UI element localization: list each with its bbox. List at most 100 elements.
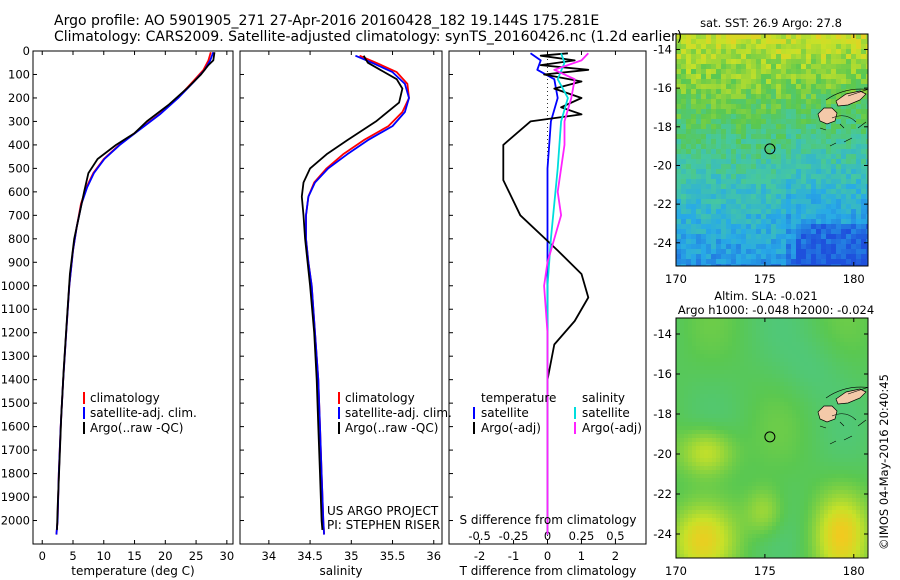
heatmap-cell: [784, 394, 789, 399]
heatmap-cell: [751, 169, 757, 175]
heatmap-cell: [756, 109, 762, 115]
heatmap-cell: [856, 64, 862, 70]
heatmap-cell: [712, 330, 717, 335]
heatmap-cell: [832, 510, 837, 515]
heatmap-cell: [840, 330, 845, 335]
heatmap-cell: [801, 259, 807, 265]
heatmap-cell: [861, 244, 867, 250]
heatmap-cell: [800, 530, 805, 535]
heatmap-cell: [700, 386, 705, 391]
heatmap-cell: [836, 550, 841, 555]
heatmap-cell: [820, 542, 825, 547]
heatmap-cell: [746, 39, 752, 45]
heatmap-cell: [731, 74, 737, 80]
heatmap-cell: [761, 144, 767, 150]
heatmap-cell: [724, 338, 729, 343]
heatmap-cell: [771, 224, 777, 230]
heatmap-cell: [736, 434, 741, 439]
heatmap-cell: [691, 134, 697, 140]
heatmap-cell: [676, 44, 682, 50]
heatmap-cell: [756, 514, 761, 519]
heatmap-cell: [736, 34, 742, 40]
heatmap-cell: [831, 259, 837, 265]
heatmap-cell: [796, 318, 801, 323]
heatmap-cell: [856, 414, 861, 419]
heatmap-cell: [864, 326, 868, 331]
heatmap-cell: [708, 470, 713, 475]
x-tick-label: 25: [189, 549, 204, 563]
heatmap-cell: [832, 554, 837, 558]
heatmap-cell: [708, 490, 713, 495]
heatmap-cell: [704, 394, 709, 399]
legend-label-argo: Argo(..raw -QC): [345, 421, 438, 435]
heatmap-cell: [744, 366, 749, 371]
heatmap-cell: [716, 104, 722, 110]
heatmap-cell: [844, 542, 849, 547]
heatmap-cell: [676, 199, 682, 205]
heatmap-cell: [704, 398, 709, 403]
heatmap-cell: [691, 154, 697, 160]
heatmap-cell: [696, 382, 701, 387]
heatmap-cell: [772, 326, 777, 331]
heatmap-cell: [856, 454, 861, 459]
heatmap-cell: [788, 382, 793, 387]
heatmap-cell: [768, 434, 773, 439]
heatmap-cell: [711, 39, 717, 45]
heatmap-cell: [712, 318, 717, 323]
heatmap-cell: [812, 438, 817, 443]
heatmap-cell: [676, 322, 681, 327]
heatmap-cell: [712, 434, 717, 439]
heatmap-cell: [736, 254, 742, 260]
heatmap-cell: [736, 538, 741, 543]
heatmap-cell: [811, 169, 817, 175]
heatmap-cell: [706, 179, 712, 185]
heatmap-cell: [784, 430, 789, 435]
heatmap-cell: [700, 326, 705, 331]
heatmap-cell: [812, 442, 817, 447]
heatmap-cell: [808, 394, 813, 399]
heatmap-cell: [812, 322, 817, 327]
heatmap-cell: [828, 374, 833, 379]
heatmap-cell: [706, 144, 712, 150]
heatmap-cell: [744, 486, 749, 491]
heatmap-cell: [784, 378, 789, 383]
heatmap-cell: [828, 434, 833, 439]
heatmap-cell: [811, 129, 817, 135]
heatmap-cell: [861, 154, 867, 160]
heatmap-cell: [840, 410, 845, 415]
heatmap-cell: [720, 478, 725, 483]
heatmap-cell: [866, 94, 868, 100]
heatmap-cell: [866, 114, 868, 120]
heatmap-cell: [864, 374, 868, 379]
heatmap-cell: [792, 494, 797, 499]
heatmap-cell: [680, 406, 685, 411]
x-tick-label: 35: [344, 549, 359, 563]
heatmap-cell: [768, 502, 773, 507]
heatmap-cell: [848, 438, 853, 443]
heatmap-cell: [811, 184, 817, 190]
temperature-series: [55, 51, 216, 535]
heatmap-cell: [728, 446, 733, 451]
heatmap-cell: [716, 434, 721, 439]
heatmap-cell: [748, 538, 753, 543]
heatmap-cell: [711, 129, 717, 135]
heatmap-cell: [680, 522, 685, 527]
heatmap-cell: [692, 318, 697, 323]
heatmap-cell: [766, 89, 772, 95]
heatmap-cell: [776, 322, 781, 327]
heatmap-cell: [684, 474, 689, 479]
heatmap-cell: [806, 254, 812, 260]
heatmap-cell: [801, 179, 807, 185]
heatmap-cell: [736, 54, 742, 60]
heatmap-cell: [836, 264, 842, 266]
heatmap-cell: [751, 224, 757, 230]
heatmap-cell: [756, 422, 761, 427]
heatmap-cell: [772, 418, 777, 423]
heatmap-cell: [748, 390, 753, 395]
heatmap-cell: [851, 74, 857, 80]
heatmap-cell: [864, 398, 868, 403]
heatmap-cell: [724, 426, 729, 431]
heatmap-cell: [720, 394, 725, 399]
heatmap-cell: [724, 514, 729, 519]
heatmap-cell: [728, 358, 733, 363]
